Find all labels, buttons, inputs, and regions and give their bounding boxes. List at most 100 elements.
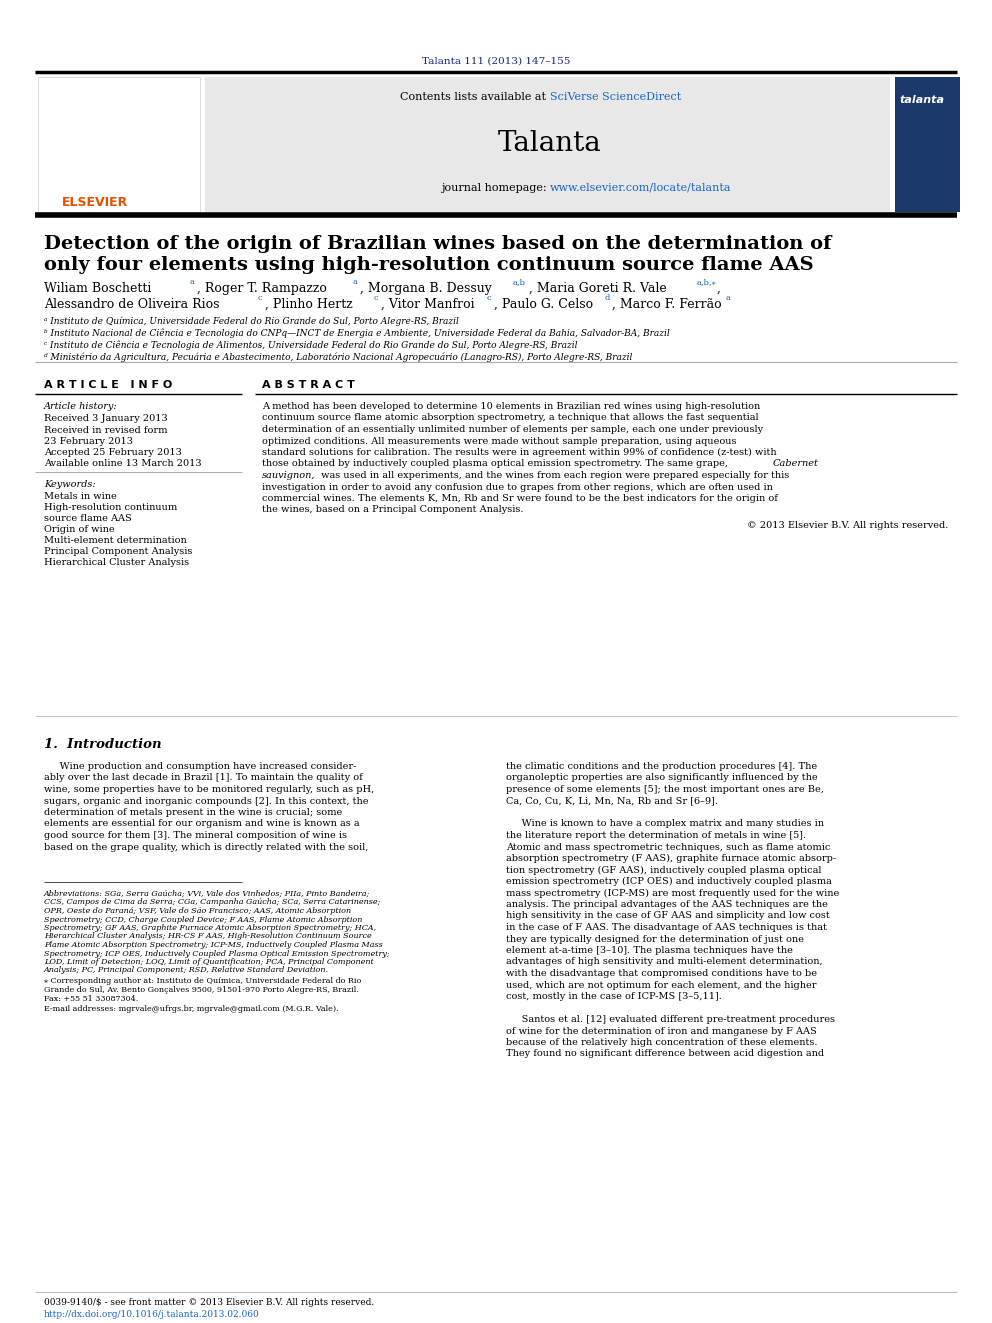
Text: E-mail addresses: mgrvale@ufrgs.br, mgrvale@gmail.com (M.G.R. Vale).: E-mail addresses: mgrvale@ufrgs.br, mgrv… xyxy=(44,1005,338,1013)
Text: ,: , xyxy=(717,282,721,295)
Bar xyxy=(895,77,960,212)
Text: organoleptic properties are also significantly influenced by the: organoleptic properties are also signifi… xyxy=(506,774,817,782)
Text: Detection of the origin of Brazilian wines based on the determination of: Detection of the origin of Brazilian win… xyxy=(44,235,831,253)
Text: determination of metals present in the wine is crucial; some: determination of metals present in the w… xyxy=(44,808,342,818)
Text: , Maria Goreti R. Vale: , Maria Goreti R. Vale xyxy=(529,282,667,295)
Text: Origin of wine: Origin of wine xyxy=(44,525,115,534)
Bar xyxy=(205,77,890,212)
Text: ELSEVIER: ELSEVIER xyxy=(62,196,128,209)
Text: optimized conditions. All measurements were made without sample preparation, usi: optimized conditions. All measurements w… xyxy=(262,437,736,446)
Text: 0039-9140/$ - see front matter © 2013 Elsevier B.V. All rights reserved.: 0039-9140/$ - see front matter © 2013 El… xyxy=(44,1298,374,1307)
Text: 1.  Introduction: 1. Introduction xyxy=(44,738,162,751)
Text: journal homepage:: journal homepage: xyxy=(440,183,550,193)
Text: ᵃ Instituto de Química, Universidade Federal do Rio Grande do Sul, Porto Alegre-: ᵃ Instituto de Química, Universidade Fed… xyxy=(44,316,459,325)
Text: Cabernet: Cabernet xyxy=(773,459,818,468)
Text: good source for them [3]. The mineral composition of wine is: good source for them [3]. The mineral co… xyxy=(44,831,347,840)
Text: Hierarchical Cluster Analysis; HR-CS F AAS, High-Resolution Continuum Source: Hierarchical Cluster Analysis; HR-CS F A… xyxy=(44,933,372,941)
Text: © 2013 Elsevier B.V. All rights reserved.: © 2013 Elsevier B.V. All rights reserved… xyxy=(747,521,948,531)
Text: c: c xyxy=(487,294,492,302)
Text: Available online 13 March 2013: Available online 13 March 2013 xyxy=(44,459,201,468)
Text: elements are essential for our organism and wine is known as a: elements are essential for our organism … xyxy=(44,819,360,828)
Text: A B S T R A C T: A B S T R A C T xyxy=(262,380,355,390)
Text: because of the relatively high concentration of these elements.: because of the relatively high concentra… xyxy=(506,1039,817,1046)
Text: 23 February 2013: 23 February 2013 xyxy=(44,437,133,446)
Text: Accepted 25 February 2013: Accepted 25 February 2013 xyxy=(44,448,182,456)
Text: ably over the last decade in Brazil [1]. To maintain the quality of: ably over the last decade in Brazil [1].… xyxy=(44,774,363,782)
Text: in the case of F AAS. The disadvantage of AAS techniques is that: in the case of F AAS. The disadvantage o… xyxy=(506,923,827,931)
Text: ᵇ Instituto Nacional de Ciência e Tecnologia do CNPq—INCT de Energia e Ambiente,: ᵇ Instituto Nacional de Ciência e Tecnol… xyxy=(44,328,670,337)
Text: c: c xyxy=(258,294,263,302)
Text: used, which are not optimum for each element, and the higher: used, which are not optimum for each ele… xyxy=(506,980,816,990)
Text: ᶜ Instituto de Ciência e Tecnologia de Alimentos, Universidade Federal do Rio Gr: ᶜ Instituto de Ciência e Tecnologia de A… xyxy=(44,340,577,349)
Text: the literature report the determination of metals in wine [5].: the literature report the determination … xyxy=(506,831,806,840)
Text: wine, some properties have to be monitored regularly, such as pH,: wine, some properties have to be monitor… xyxy=(44,785,374,794)
Text: Wiliam Boschetti: Wiliam Boschetti xyxy=(44,282,152,295)
Text: analysis. The principal advantages of the AAS techniques are the: analysis. The principal advantages of th… xyxy=(506,900,828,909)
Text: http://dx.doi.org/10.1016/j.talanta.2013.02.060: http://dx.doi.org/10.1016/j.talanta.2013… xyxy=(44,1310,260,1319)
Text: absorption spectrometry (F AAS), graphite furnace atomic absorp-: absorption spectrometry (F AAS), graphit… xyxy=(506,855,836,863)
Text: mass spectrometry (ICP-MS) are most frequently used for the wine: mass spectrometry (ICP-MS) are most freq… xyxy=(506,889,839,897)
Text: Talanta: Talanta xyxy=(498,130,602,157)
Text: Principal Component Analysis: Principal Component Analysis xyxy=(44,546,192,556)
Text: Alessandro de Oliveira Rios: Alessandro de Oliveira Rios xyxy=(44,298,219,311)
Text: Multi-element determination: Multi-element determination xyxy=(44,536,186,545)
Text: , Roger T. Rampazzo: , Roger T. Rampazzo xyxy=(197,282,327,295)
Text: OPR, Oeste do Paraná; VSF, Vale do São Francisco; AAS, Atomic Absorption: OPR, Oeste do Paraná; VSF, Vale do São F… xyxy=(44,908,351,916)
Text: advantages of high sensitivity and multi-element determination,: advantages of high sensitivity and multi… xyxy=(506,958,822,967)
Text: Wine production and consumption have increased consider-: Wine production and consumption have inc… xyxy=(44,762,356,771)
Text: based on the grape quality, which is directly related with the soil,: based on the grape quality, which is dir… xyxy=(44,843,368,852)
Text: Flame Atomic Absorption Spectrometry; ICP-MS, Inductively Coupled Plasma Mass: Flame Atomic Absorption Spectrometry; IC… xyxy=(44,941,383,949)
Text: Spectrometry; GF AAS, Graphite Furnace Atomic Absorption Spectrometry; HCA,: Spectrometry; GF AAS, Graphite Furnace A… xyxy=(44,923,376,931)
Text: Fax: +55 51 33087304.: Fax: +55 51 33087304. xyxy=(44,995,138,1003)
Text: emission spectrometry (ICP OES) and inductively coupled plasma: emission spectrometry (ICP OES) and indu… xyxy=(506,877,832,886)
Text: was used in all experiments, and the wines from each region were prepared especi: was used in all experiments, and the win… xyxy=(317,471,789,480)
Text: source flame AAS: source flame AAS xyxy=(44,515,132,523)
Text: d: d xyxy=(605,294,610,302)
Text: element at-a-time [3–10]. The plasma techniques have the: element at-a-time [3–10]. The plasma tec… xyxy=(506,946,793,955)
Text: Spectrometry; ICP OES, Inductively Coupled Plasma Optical Emission Spectrometry;: Spectrometry; ICP OES, Inductively Coupl… xyxy=(44,950,390,958)
Text: those obtained by inductively coupled plasma optical emission spectrometry. The : those obtained by inductively coupled pl… xyxy=(262,459,731,468)
Text: cost, mostly in the case of ICP-MS [3–5,11].: cost, mostly in the case of ICP-MS [3–5,… xyxy=(506,992,722,1002)
Text: Keywords:: Keywords: xyxy=(44,480,95,490)
Text: standard solutions for calibration. The results were in agreement within 99% of : standard solutions for calibration. The … xyxy=(262,448,777,458)
Text: commercial wines. The elements K, Mn, Rb and Sr were found to be the best indica: commercial wines. The elements K, Mn, Rb… xyxy=(262,493,778,503)
Text: a: a xyxy=(353,278,358,286)
Text: Grande do Sul, Av. Bento Gonçalves 9500, 91501-970 Porto Alegre-RS, Brazil.: Grande do Sul, Av. Bento Gonçalves 9500,… xyxy=(44,986,359,994)
Text: a,b,⁎: a,b,⁎ xyxy=(697,278,717,286)
Text: tion spectrometry (GF AAS), inductively coupled plasma optical: tion spectrometry (GF AAS), inductively … xyxy=(506,865,821,875)
Text: with the disadvantage that compromised conditions have to be: with the disadvantage that compromised c… xyxy=(506,968,817,978)
Text: the wines, based on a Principal Component Analysis.: the wines, based on a Principal Componen… xyxy=(262,505,524,515)
Text: , Morgana B. Dessuy: , Morgana B. Dessuy xyxy=(360,282,492,295)
Text: Wine is known to have a complex matrix and many studies in: Wine is known to have a complex matrix a… xyxy=(506,819,824,828)
Text: Santos et al. [12] evaluated different pre-treatment procedures: Santos et al. [12] evaluated different p… xyxy=(506,1015,835,1024)
Text: Talanta 111 (2013) 147–155: Talanta 111 (2013) 147–155 xyxy=(422,57,570,66)
Text: A R T I C L E   I N F O: A R T I C L E I N F O xyxy=(44,380,173,390)
Bar xyxy=(38,77,200,212)
Text: ᵈ Ministério da Agricultura, Pecuária e Abastecimento, Laboratório Nacional Agro: ᵈ Ministério da Agricultura, Pecuária e … xyxy=(44,352,632,361)
Text: Atomic and mass spectrometric techniques, such as flame atomic: Atomic and mass spectrometric techniques… xyxy=(506,843,830,852)
Text: only four elements using high-resolution continuum source flame AAS: only four elements using high-resolution… xyxy=(44,255,813,274)
Text: ⁎ Corresponding author at: Instituto de Química, Universidade Federal do Rio: ⁎ Corresponding author at: Instituto de … xyxy=(44,976,361,986)
Text: Spectrometry; CCD, Charge Coupled Device; F AAS, Flame Atomic Absorption: Spectrometry; CCD, Charge Coupled Device… xyxy=(44,916,362,923)
Text: LOD, Limit of Detection; LOQ, Limit of Quantification; PCA, Principal Component: LOD, Limit of Detection; LOQ, Limit of Q… xyxy=(44,958,374,966)
Text: CCS, Campos de Cima da Serra; CGa, Campanha Gaúcha; SCa, Serra Catarinense;: CCS, Campos de Cima da Serra; CGa, Campa… xyxy=(44,898,380,906)
Text: High-resolution continuum: High-resolution continuum xyxy=(44,503,178,512)
Text: continuum source flame atomic absorption spectrometry, a technique that allows t: continuum source flame atomic absorption… xyxy=(262,414,759,422)
Text: SciVerse ScienceDirect: SciVerse ScienceDirect xyxy=(550,93,682,102)
Text: they are typically designed for the determination of just one: they are typically designed for the dete… xyxy=(506,934,804,943)
Text: a,b: a,b xyxy=(513,278,526,286)
Text: investigation in order to avoid any confusion due to grapes from other regions, : investigation in order to avoid any conf… xyxy=(262,483,773,492)
Text: c: c xyxy=(374,294,379,302)
Text: Received 3 January 2013: Received 3 January 2013 xyxy=(44,414,168,423)
Text: Contents lists available at: Contents lists available at xyxy=(401,93,550,102)
Text: Article history:: Article history: xyxy=(44,402,118,411)
Text: presence of some elements [5]; the most important ones are Be,: presence of some elements [5]; the most … xyxy=(506,785,824,794)
Text: Ca, Co, Cu, K, Li, Mn, Na, Rb and Sr [6–9].: Ca, Co, Cu, K, Li, Mn, Na, Rb and Sr [6–… xyxy=(506,796,718,806)
Text: talanta: talanta xyxy=(900,95,945,105)
Text: a: a xyxy=(190,278,194,286)
Text: , Paulo G. Celso: , Paulo G. Celso xyxy=(494,298,593,311)
Text: , Vitor Manfroi: , Vitor Manfroi xyxy=(381,298,474,311)
Text: sugars, organic and inorganic compounds [2]. In this context, the: sugars, organic and inorganic compounds … xyxy=(44,796,368,806)
Text: A method has been developed to determine 10 elements in Brazilian red wines usin: A method has been developed to determine… xyxy=(262,402,760,411)
Text: Hierarchical Cluster Analysis: Hierarchical Cluster Analysis xyxy=(44,558,189,568)
